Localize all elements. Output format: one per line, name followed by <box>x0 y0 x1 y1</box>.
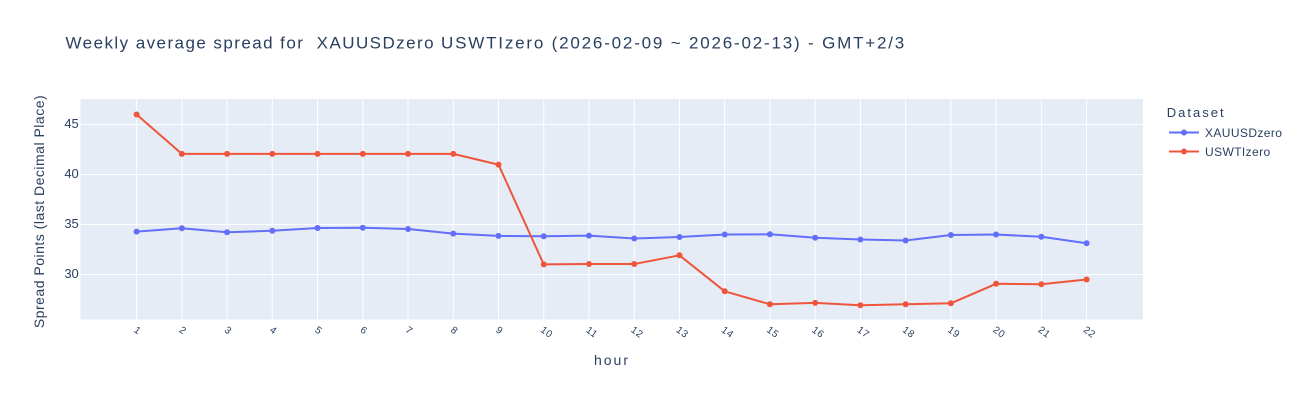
svg-text:35: 35 <box>64 216 78 231</box>
svg-text:Weekly average spread for XAU: Weekly average spread for XAUUSDzero USWT… <box>66 34 907 53</box>
svg-text:18: 18 <box>900 325 916 341</box>
svg-text:19: 19 <box>945 325 961 341</box>
svg-text:14: 14 <box>719 325 735 341</box>
svg-text:4: 4 <box>267 325 278 338</box>
svg-text:hour: hour <box>594 352 630 368</box>
svg-text:1: 1 <box>132 325 143 338</box>
svg-text:15: 15 <box>764 325 780 341</box>
svg-text:17: 17 <box>855 325 871 341</box>
svg-text:7: 7 <box>403 325 414 338</box>
svg-text:22: 22 <box>1081 325 1097 341</box>
svg-text:12: 12 <box>629 325 645 341</box>
svg-text:45: 45 <box>64 116 78 131</box>
svg-text:Spread Points (last Decimal Pl: Spread Points (last Decimal Place) <box>31 95 47 328</box>
svg-text:21: 21 <box>1036 325 1052 341</box>
svg-text:11: 11 <box>584 325 600 341</box>
svg-text:13: 13 <box>674 325 690 341</box>
svg-text:9: 9 <box>493 325 504 338</box>
svg-text:Dataset: Dataset <box>1167 105 1226 120</box>
svg-text:3: 3 <box>222 325 233 338</box>
svg-text:XAUUSDzero: XAUUSDzero <box>1205 126 1282 140</box>
svg-text:2: 2 <box>177 325 188 338</box>
svg-text:20: 20 <box>990 325 1006 341</box>
svg-text:8: 8 <box>448 325 459 338</box>
svg-text:40: 40 <box>64 166 78 181</box>
svg-text:16: 16 <box>810 325 826 341</box>
svg-text:6: 6 <box>358 325 369 338</box>
svg-text:5: 5 <box>312 325 323 338</box>
svg-text:USWTIzero: USWTIzero <box>1205 145 1271 159</box>
svg-text:30: 30 <box>64 266 78 281</box>
svg-text:10: 10 <box>538 325 554 341</box>
